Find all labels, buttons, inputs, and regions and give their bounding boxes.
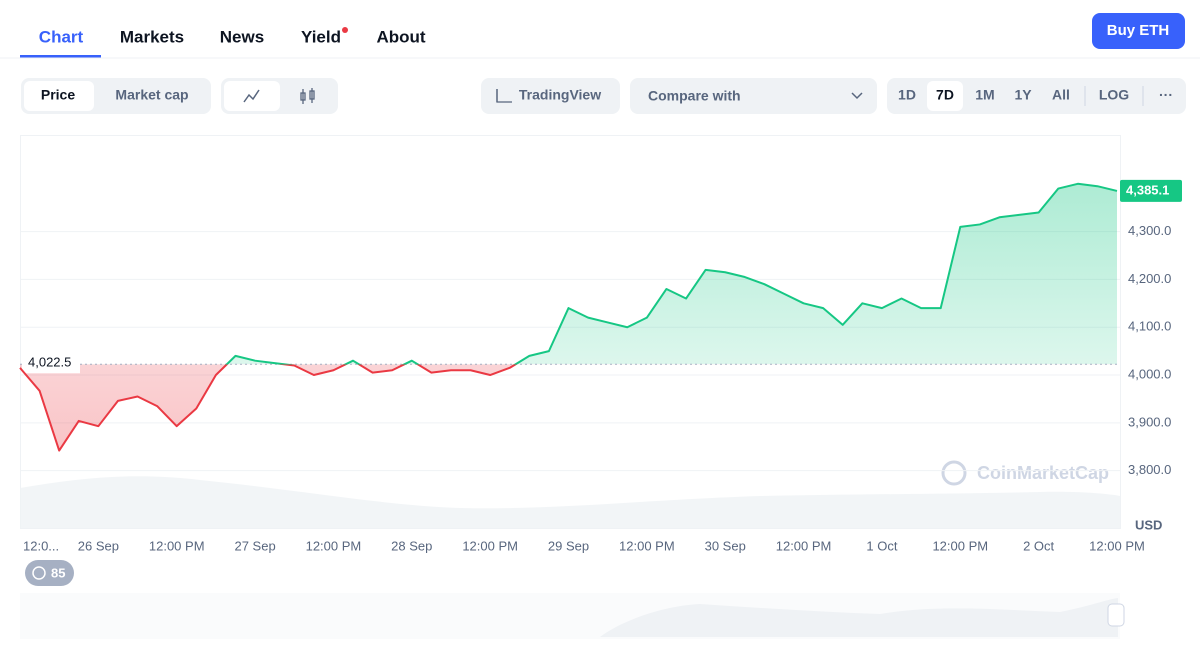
watermark: CoinMarketCap bbox=[977, 463, 1109, 483]
x-tick-label: 12:00 PM bbox=[306, 538, 362, 553]
x-tick-label: 30 Sep bbox=[705, 538, 746, 553]
compare-label[interactable]: Compare with bbox=[648, 88, 741, 104]
tab[interactable]: About bbox=[376, 27, 425, 46]
x-tick-label: 26 Sep bbox=[78, 538, 119, 553]
y-tick-label: 4,100.0 bbox=[1128, 319, 1171, 334]
navigator-area bbox=[20, 598, 1118, 637]
tab[interactable]: News bbox=[220, 27, 264, 46]
more[interactable]: ··· bbox=[1159, 87, 1173, 103]
last-price-tag bbox=[1120, 179, 1182, 202]
plot-frame bbox=[20, 135, 1121, 529]
y-tick-label: 4,300.0 bbox=[1128, 223, 1171, 238]
range[interactable]: LOG bbox=[1099, 87, 1129, 103]
buy-button[interactable] bbox=[1092, 13, 1185, 49]
tab[interactable]: Chart bbox=[39, 27, 84, 46]
watermark-logo bbox=[941, 460, 967, 486]
x-tick-label: 28 Sep bbox=[391, 538, 432, 553]
x-tick-label: 1 Oct bbox=[866, 538, 897, 553]
x-tick-label: 12:0... bbox=[23, 538, 59, 553]
tab[interactable]: Yield bbox=[301, 27, 341, 46]
x-tick-label: 12:00 PM bbox=[1089, 538, 1145, 553]
range[interactable]: All bbox=[1052, 87, 1070, 103]
range[interactable]: 7D bbox=[936, 87, 954, 103]
y-tick-label: 3,900.0 bbox=[1128, 414, 1171, 429]
volume-backdrop bbox=[20, 476, 1120, 528]
badge-icon bbox=[32, 566, 46, 580]
last-price-label: 4,385.1 bbox=[1126, 182, 1169, 197]
buy-button-label[interactable]: Buy ETH bbox=[1107, 22, 1170, 39]
x-tick-label: 12:00 PM bbox=[619, 538, 675, 553]
tradingview-button[interactable] bbox=[481, 78, 620, 114]
x-tick-label: 12:00 PM bbox=[462, 538, 518, 553]
range-selected[interactable] bbox=[927, 81, 963, 111]
y-tick-label: 4,000.0 bbox=[1128, 366, 1171, 381]
tradingview-label[interactable]: TradingView bbox=[519, 87, 601, 103]
badge-dot bbox=[342, 27, 348, 33]
candle-icon[interactable] bbox=[300, 88, 315, 104]
range[interactable]: 1Y bbox=[1014, 87, 1032, 103]
badge-count[interactable]: 85 bbox=[51, 565, 65, 580]
toggle[interactable]: Price bbox=[41, 87, 75, 103]
compare-select[interactable] bbox=[630, 78, 877, 114]
chevron bbox=[851, 92, 863, 100]
price-line bbox=[19, 182, 1118, 452]
tv-icon bbox=[496, 89, 512, 103]
line-icon bbox=[243, 89, 260, 103]
x-tick-label: 29 Sep bbox=[548, 538, 589, 553]
toggle-selected[interactable] bbox=[24, 81, 94, 111]
y-tick-label: 3,800.0 bbox=[1128, 462, 1171, 477]
line-type[interactable] bbox=[224, 81, 280, 111]
x-tick-label: 27 Sep bbox=[234, 538, 275, 553]
area-down bbox=[20, 364, 516, 451]
navigator-handle[interactable] bbox=[1107, 603, 1125, 627]
reference-label: 4,022.5 bbox=[28, 355, 71, 370]
x-tick-label: 12:00 PM bbox=[776, 538, 832, 553]
x-tick-label: 12:00 PM bbox=[149, 538, 205, 553]
tab-underline bbox=[20, 55, 101, 58]
reference-tag bbox=[22, 354, 80, 374]
tab[interactable]: Markets bbox=[120, 27, 184, 46]
range[interactable]: 1M bbox=[975, 87, 994, 103]
unit-label: USD bbox=[1135, 517, 1162, 532]
range[interactable]: 1D bbox=[898, 87, 916, 103]
y-tick-label: 4,200.0 bbox=[1128, 271, 1171, 286]
x-tick-label: 12:00 PM bbox=[932, 538, 988, 553]
area-up bbox=[20, 183, 1117, 365]
toggle[interactable]: Market cap bbox=[115, 87, 188, 103]
x-tick-label: 2 Oct bbox=[1023, 538, 1054, 553]
